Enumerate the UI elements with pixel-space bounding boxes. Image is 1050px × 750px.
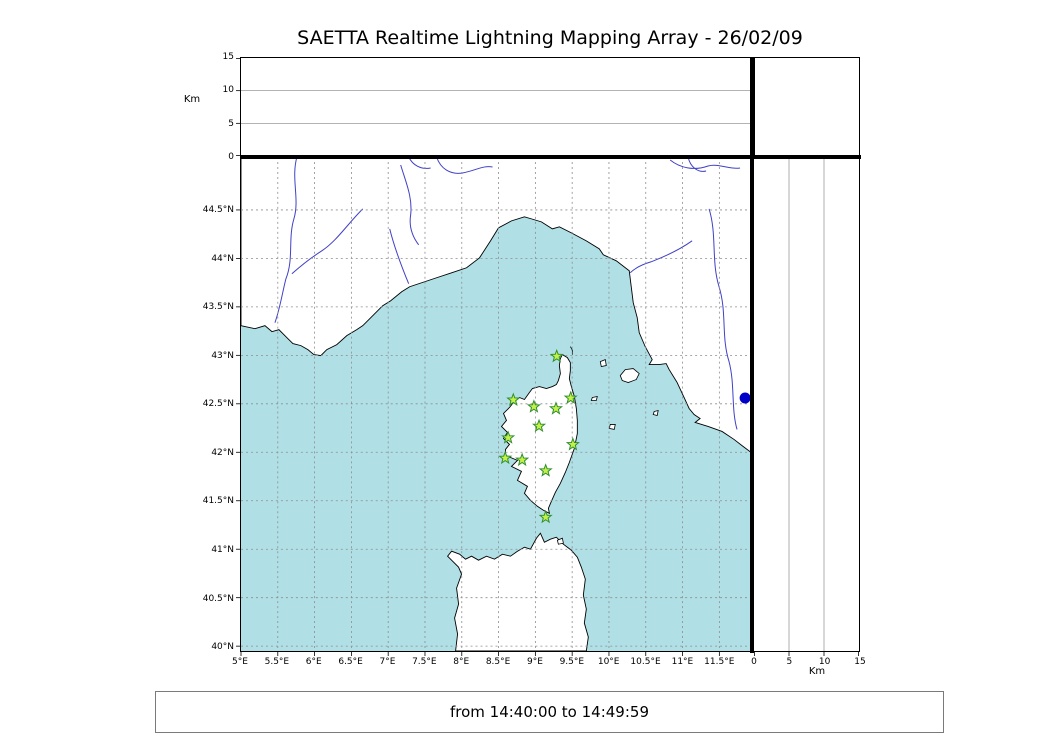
- lat-tick-label: 41°N: [211, 545, 234, 555]
- lon-tick-label: 7.5°E: [412, 657, 437, 667]
- map-graticule: [241, 157, 751, 651]
- lat-tick-label: 40.5°N: [202, 593, 234, 604]
- right-km-tick-label: 5: [786, 657, 793, 667]
- lat-tick-label: 44°N: [211, 253, 234, 264]
- islet-line: [570, 346, 573, 355]
- lma-station-star: [532, 418, 547, 433]
- alt-tick-label: 15: [222, 52, 234, 62]
- lat-tick-label: 43°N: [211, 350, 234, 361]
- lma-station-star: [501, 430, 516, 444]
- lma-station-star: [506, 392, 521, 406]
- lon-tick-label: 8°E: [453, 657, 470, 667]
- time-range-text: from 14:40:00 to 14:49:59: [449, 703, 649, 721]
- altitude-latitude-plot: [754, 157, 859, 656]
- map-panel: [236, 156, 752, 656]
- lon-tick-label: 6°E: [305, 657, 322, 667]
- lon-tick-label: 8.5°E: [485, 657, 511, 667]
- lma-station-star: [526, 399, 541, 413]
- lat-tick-label: 42.5°N: [202, 399, 234, 410]
- lon-tick-label: 10°E: [597, 657, 620, 667]
- lon-tick-label: 5°E: [232, 657, 248, 667]
- altitude-axis-unit: Km: [183, 94, 201, 105]
- lon-tick-label: 11°E: [671, 657, 694, 667]
- lat-tick-label: 42°N: [211, 447, 234, 458]
- lon-tick-label: 9°E: [526, 657, 543, 667]
- lma-station-star: [515, 452, 530, 467]
- lon-tick-label: 5.5°E: [264, 657, 290, 667]
- altitude-longitude-plot: [236, 58, 750, 156]
- lma-station-star: [538, 509, 553, 524]
- lma-station-star: [565, 437, 580, 451]
- lon-tick-label: 6.5°E: [338, 657, 363, 667]
- coastline-mainland: [240, 156, 752, 454]
- vertical-separator: [750, 57, 754, 653]
- right-km-tick-label: 0: [751, 657, 757, 667]
- right-km-tick-label: 10: [818, 657, 831, 667]
- lat-tick-label: 40°N: [211, 642, 234, 653]
- station-markers: [498, 348, 751, 524]
- lma-station-star: [548, 401, 564, 415]
- lma-station-star: [498, 450, 513, 465]
- lat-tick-label: 41.5°N: [202, 496, 234, 507]
- lon-tick-label: 10.5°E: [630, 657, 661, 667]
- alt-tick-label: 10: [222, 85, 234, 96]
- time-range-box: from 14:40:00 to 14:49:59: [155, 691, 944, 733]
- altitude-longitude-panel: [236, 57, 751, 157]
- alt-tick-label: 5: [228, 118, 234, 129]
- page-title: SAETTA Realtime Lightning Mapping Array …: [297, 27, 803, 49]
- right-axis-unit: Km: [808, 666, 826, 677]
- lat-tick-label: 44.5°N: [202, 205, 234, 216]
- lat-tick-label: 43.5°N: [202, 302, 234, 313]
- lon-tick-label: 7°E: [379, 657, 396, 667]
- lma-station-star: [549, 348, 564, 363]
- islands: [556, 359, 659, 545]
- offline-station-dot: [739, 392, 751, 404]
- lma-station-star: [563, 390, 578, 405]
- lon-tick-label: 11.5°E: [704, 657, 735, 667]
- lma-station-star: [538, 463, 553, 477]
- corner-box: [754, 57, 860, 157]
- right-km-tick-label: 15: [854, 657, 866, 667]
- coastline-corsica: [500, 353, 578, 515]
- map-axis-ticks: [236, 209, 720, 656]
- lon-tick-label: 9.5°E: [559, 657, 585, 667]
- map: [236, 156, 752, 656]
- altitude-latitude-panel: [754, 157, 860, 656]
- rivers: [274, 156, 741, 430]
- coastline-sardinia: [446, 532, 589, 652]
- alt-tick-label: 0: [228, 152, 234, 162]
- horizontal-separator: [240, 155, 861, 159]
